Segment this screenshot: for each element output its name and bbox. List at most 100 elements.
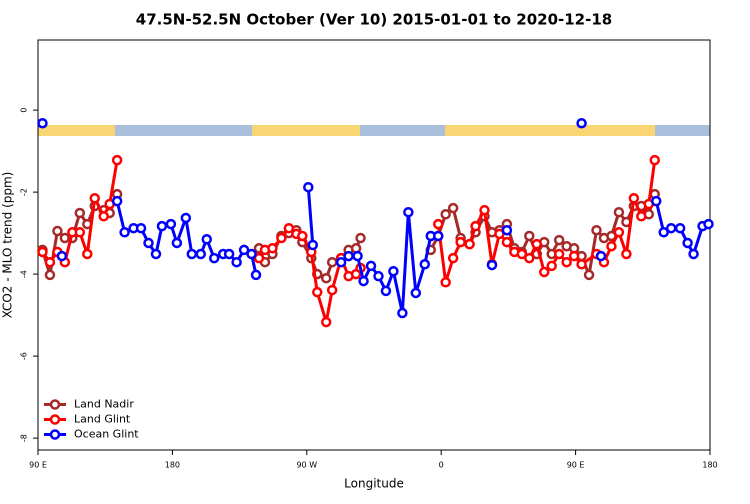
legend-label: Land Glint: [74, 413, 131, 426]
point: [432, 230, 444, 242]
point: [253, 252, 265, 264]
point: [665, 222, 677, 234]
y-tick-label: -2: [20, 188, 29, 196]
legend-marker: [49, 399, 61, 410]
point: [486, 259, 498, 271]
point: [171, 237, 183, 249]
point: [703, 218, 714, 230]
point: [312, 286, 323, 298]
point: [52, 225, 63, 237]
y-tick-label: -8: [20, 434, 29, 442]
point: [380, 285, 392, 297]
point: [674, 222, 686, 234]
point: [44, 269, 56, 281]
point: [165, 218, 177, 230]
point: [595, 250, 607, 262]
point: [307, 239, 319, 251]
point: [628, 193, 640, 204]
point: [606, 240, 617, 252]
point: [470, 220, 481, 232]
point: [56, 250, 68, 262]
point: [37, 246, 48, 258]
point: [613, 227, 625, 238]
x-tick-label: 90 E: [29, 461, 47, 470]
point: [111, 154, 123, 166]
point: [119, 227, 130, 238]
point: [111, 195, 123, 207]
point: [283, 222, 295, 234]
point: [201, 234, 212, 245]
point: [267, 243, 278, 254]
series-line: [115, 187, 709, 314]
x-axis-label: Longitude: [344, 477, 404, 491]
point: [195, 248, 207, 260]
point: [231, 256, 242, 268]
point: [246, 248, 257, 260]
point: [223, 248, 235, 260]
point: [501, 224, 513, 236]
point: [89, 193, 100, 204]
point: [303, 181, 314, 193]
point: [320, 316, 332, 328]
legend-label: Land Nadir: [74, 398, 134, 411]
point: [410, 287, 422, 299]
point: [397, 307, 408, 319]
point: [343, 250, 354, 262]
point: [326, 256, 338, 268]
x-tick-label: 180: [702, 461, 717, 470]
point: [150, 248, 162, 260]
point: [37, 117, 48, 129]
point: [250, 269, 262, 281]
point: [358, 275, 369, 287]
ocean-strip: [655, 125, 710, 136]
point: [320, 272, 332, 284]
x-tick-label: 0: [439, 461, 444, 470]
point: [419, 259, 431, 270]
point: [440, 209, 451, 220]
point: [682, 237, 693, 249]
legend-marker: [49, 414, 61, 425]
land-strip: [252, 125, 360, 136]
legend-marker: [49, 429, 61, 440]
y-tick-label: -6: [20, 352, 29, 360]
point: [335, 256, 347, 268]
point: [440, 277, 451, 288]
point: [464, 238, 475, 250]
point: [583, 269, 595, 281]
point: [538, 266, 550, 278]
x-tick-label: 90 W: [296, 461, 317, 470]
land-strip: [38, 125, 115, 136]
point: [74, 207, 86, 219]
point: [479, 204, 490, 216]
point: [44, 256, 56, 268]
point: [186, 248, 198, 260]
y-tick-label: -4: [20, 270, 29, 278]
point: [591, 224, 602, 236]
point: [613, 206, 625, 218]
point: [135, 222, 147, 234]
x-tick-label: 180: [165, 461, 180, 470]
point: [156, 220, 168, 232]
point: [238, 244, 250, 256]
point: [649, 154, 660, 166]
point: [388, 265, 399, 277]
point: [688, 248, 699, 260]
point: [365, 260, 377, 272]
point: [636, 211, 647, 222]
point: [524, 252, 535, 264]
point: [352, 250, 363, 262]
chart-title: 47.5N-52.5N October (Ver 10) 2015-01-01 …: [136, 11, 612, 29]
point: [143, 237, 154, 249]
point: [208, 252, 220, 264]
surface-band: [38, 125, 710, 136]
point: [98, 211, 109, 222]
point: [531, 238, 543, 250]
point: [516, 248, 528, 260]
x-tick-label: 90 E: [567, 461, 585, 470]
point: [276, 232, 287, 244]
point: [297, 230, 308, 242]
point: [650, 195, 662, 207]
point: [432, 218, 444, 230]
